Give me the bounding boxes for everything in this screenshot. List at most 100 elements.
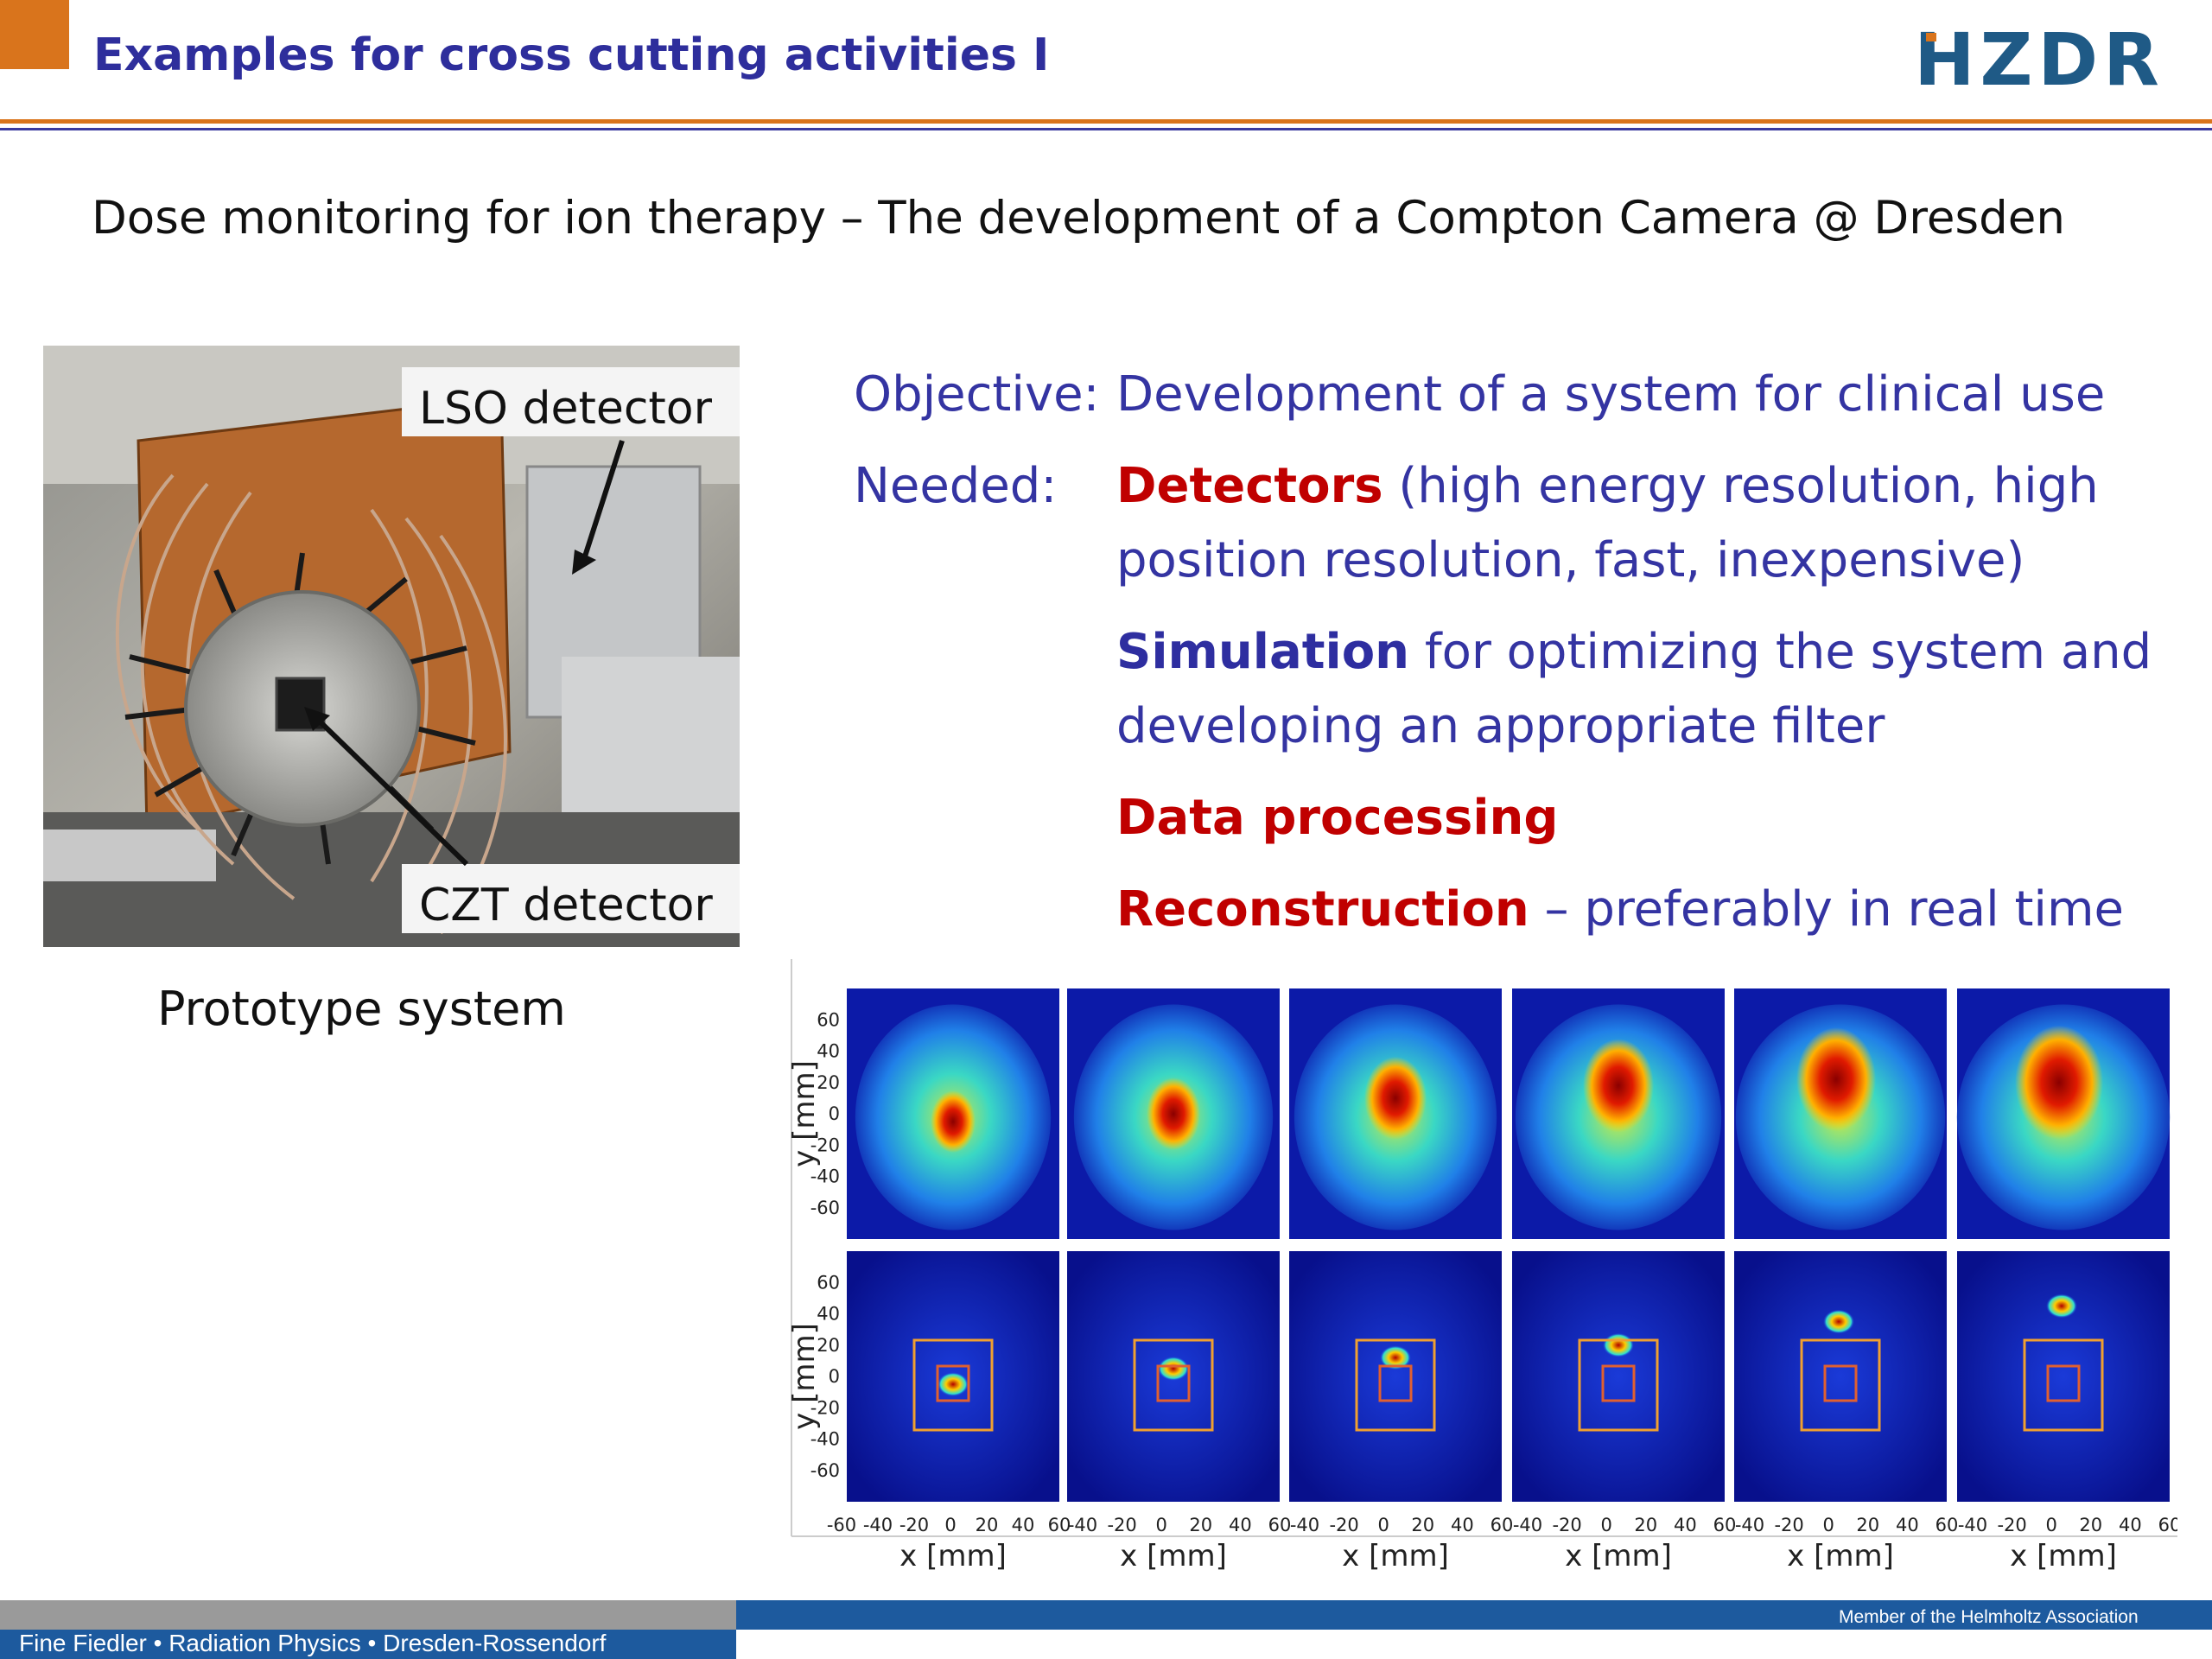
header-rule-blue [0,128,2212,130]
y-tick-label: -40 [810,1166,840,1187]
bottom-heatmap-panel [1512,1251,1725,1502]
y-tick-label: 20 [817,1072,840,1093]
heatmap-panels [847,988,2171,1502]
x-tick-label: 20 [1189,1515,1212,1535]
footer-membership: Member of the Helmholtz Association [1839,1607,2139,1627]
y-tick-label: 20 [817,1335,840,1356]
header-accent-square [0,0,69,69]
top-heatmap-panel [1956,988,2171,1239]
target-outer-box [912,1338,994,1432]
y-tick-label: -60 [810,1460,840,1481]
x-tick-label: 40 [1229,1515,1252,1535]
dose-hotspot [1158,1356,1189,1381]
y-axis-label: y [mm] [787,1323,822,1430]
x-tick-label: 60 [1491,1515,1514,1535]
y-axes: 60 40 20 0 -20 -40 -60 y [mm] 60 40 20 0 -20 -40 -60 y … [787,1009,840,1481]
dose-hotspot [1147,1077,1200,1150]
x-tick-label: 40 [1674,1515,1697,1535]
x-tick-label: 40 [1896,1515,1919,1535]
y-tick-label: 60 [817,1009,840,1030]
x-axes: -60 -40 -20 0 20 40 60 x [mm] -40 -20 0 20 40 60 x [mm… [827,1515,2177,1573]
x-tick-label: 20 [1856,1515,1879,1535]
x-axis-label: x [mm] [1120,1539,1227,1573]
simulation-description-2: developing an appropriate filter [1116,698,1885,754]
target-inner-box [1156,1364,1191,1402]
x-tick-label: 20 [976,1515,999,1535]
y-tick-label: -60 [810,1198,840,1218]
y-tick-label: -40 [810,1429,840,1450]
need-simulation: Simulation for optimizing the system and [1116,624,2152,680]
x-tick-label: 0 [1378,1515,1389,1535]
need-data-processing: Data processing [1116,790,1559,846]
target-outer-box [1133,1338,1214,1432]
target-outer-box [1578,1338,1659,1432]
bottom-heatmap-panel [847,1251,1059,1502]
dose-hotspot [1603,1332,1634,1357]
bottom-heatmap-panel [1957,1251,2170,1502]
x-tick-label: -40 [1068,1515,1097,1535]
target-inner-box [1601,1364,1636,1402]
target-inner-box [2046,1364,2081,1402]
x-tick-label: 0 [1601,1515,1612,1535]
top-heatmap-panel [847,988,1059,1239]
x-tick-label: -40 [1290,1515,1319,1535]
needed-label: Needed: [854,458,1058,514]
slide-headline: Dose monitoring for ion therapy – The de… [92,192,2065,245]
top-heatmap-panel [1512,988,1725,1239]
x-tick-label: 60 [1713,1515,1737,1535]
dose-hotspot [1583,1039,1654,1133]
x-tick-label: -20 [1774,1515,1803,1535]
dose-hotspot [938,1372,969,1397]
dose-hotspot [931,1090,976,1154]
x-tick-label: 40 [2119,1515,2142,1535]
y-axis-label: y [mm] [787,1060,822,1167]
x-tick-label: 0 [1156,1515,1167,1535]
detectors-description-2: position resolution, fast, inexpensive) [1116,532,2025,588]
y-tick-label: 60 [817,1272,840,1293]
target-inner-box [936,1364,970,1402]
bottom-heatmap-panel [1734,1251,1947,1502]
lso-detector-label: LSO detector [419,383,713,435]
top-heatmap-panel [1067,988,1280,1239]
simulation-keyword: Simulation [1116,624,1410,680]
y-tick-label: 0 [829,1366,840,1387]
prototype-photo: LSO detector CZT detector [43,346,740,947]
hzdr-logo: HZDR [1914,26,2164,95]
target-inner-box [1823,1364,1858,1402]
dose-hotspot [1380,1345,1411,1370]
x-tick-label: 40 [1451,1515,1474,1535]
top-heatmap-panel [1289,988,1502,1239]
x-tick-label: -40 [1958,1515,1987,1535]
x-tick-label: 60 [1048,1515,1071,1535]
objective-label: Objective: [854,366,1100,423]
y-tick-label: 40 [817,1041,840,1062]
dose-hotspot [2015,1025,2103,1140]
target-inner-box [1378,1364,1413,1402]
detectors-keyword: Detectors [1116,458,1383,514]
footer-author: Fine Fiedler • Radiation Physics • Dresd… [19,1630,607,1656]
x-tick-label: -20 [899,1515,929,1535]
reconstruction-figure: 60 40 20 0 -20 -40 -60 y [mm] 60 40 20 0 -20 -40 -60 y … [786,959,2177,1590]
bottom-heatmap-panel [1067,1251,1280,1502]
x-tick-label: 60 [1268,1515,1292,1535]
x-tick-label: 0 [2046,1515,2057,1535]
footer-name-bar [0,1630,736,1659]
reconstruction-keyword: Reconstruction [1116,881,1529,938]
objective-text: Development of a system for clinical use [1116,366,2106,423]
czt-detector-label: CZT detector [419,880,713,931]
x-tick-label: -40 [1735,1515,1764,1535]
svg-text:HZDR: HZDR [1914,26,2164,95]
y-tick-label: -20 [810,1135,840,1155]
x-tick-label: 60 [1936,1515,1959,1535]
slide-title: Examples for cross cutting activities I [93,29,1050,81]
x-axis-label: x [mm] [1787,1539,1894,1573]
x-tick-label: 40 [1012,1515,1035,1535]
target-outer-box [2023,1338,2104,1432]
dose-hotspot [1796,1027,1876,1132]
x-tick-label: 20 [1411,1515,1434,1535]
need-detectors: Detectors (high energy resolution, high [1116,458,2099,514]
x-tick-label: -40 [863,1515,893,1535]
x-tick-label: 0 [1823,1515,1834,1535]
y-tick-label: 40 [817,1304,840,1325]
dose-hotspot [1823,1309,1854,1334]
